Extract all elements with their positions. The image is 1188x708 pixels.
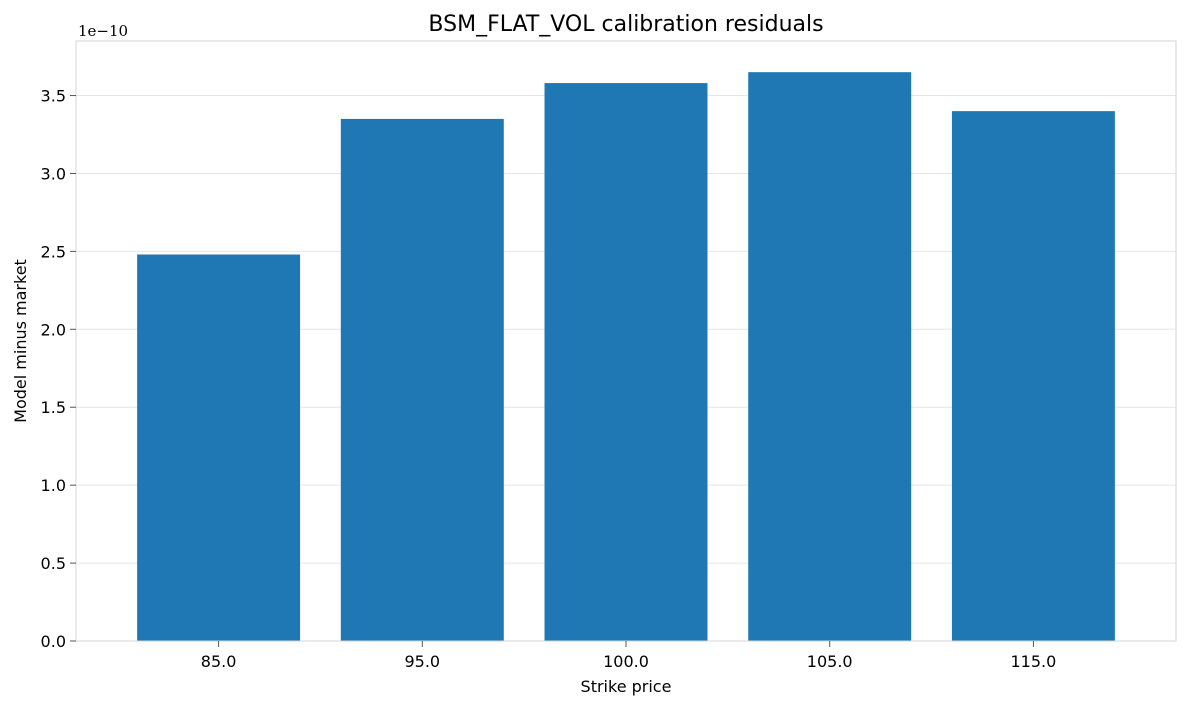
x-tick-label: 105.0 <box>807 652 853 671</box>
y-tick-label: 0.5 <box>41 554 66 573</box>
y-tick-label: 0.0 <box>41 632 66 651</box>
bar <box>748 72 912 642</box>
y-tick-label: 1.0 <box>41 476 66 495</box>
bar <box>340 118 504 642</box>
y-axis-offset-label: 1e−10 <box>78 22 128 40</box>
bar <box>544 83 708 641</box>
y-axis-ticks: 0.0 0.5 1.0 1.5 2.0 2.5 3.0 3.5 <box>41 87 76 651</box>
x-tick-label: 115.0 <box>1011 652 1057 671</box>
x-tick-label: 100.0 <box>603 652 649 671</box>
x-axis-label: Strike price <box>581 677 672 696</box>
bar <box>137 254 301 641</box>
bar <box>951 111 1115 641</box>
bars <box>137 72 1115 642</box>
x-tick-label: 95.0 <box>404 652 440 671</box>
y-axis-label: Model minus market <box>11 259 30 423</box>
y-tick-label: 2.5 <box>41 242 66 261</box>
y-tick-label: 1.5 <box>41 398 66 417</box>
y-tick-label: 3.5 <box>41 87 66 106</box>
y-tick-label: 3.0 <box>41 164 66 183</box>
y-tick-label: 2.0 <box>41 320 66 339</box>
x-axis-ticks: 85.0 95.0 100.0 105.0 115.0 <box>201 641 1057 671</box>
x-tick-label: 85.0 <box>201 652 237 671</box>
chart-title: BSM_FLAT_VOL calibration residuals <box>428 12 823 37</box>
